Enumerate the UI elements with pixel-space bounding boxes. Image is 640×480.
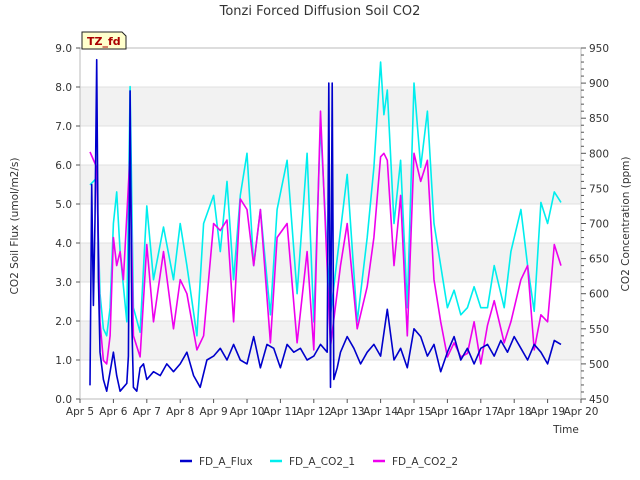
legend-label: FD_A_Flux	[199, 456, 253, 468]
y-right-tick-label: 700	[589, 219, 609, 231]
x-tick-label: Apr 13	[330, 406, 365, 418]
series-line-fd-a-flux	[89, 58, 562, 393]
x-tick-label: Apr 5	[66, 406, 94, 418]
tz-badge: TZ_fd	[81, 31, 127, 50]
y-right-tick-label: 900	[589, 78, 609, 90]
legend-label: FD_A_CO2_1	[289, 456, 355, 468]
x-tick-label: Apr 11	[263, 406, 298, 418]
y-left-tick-label: 8.0	[55, 82, 72, 94]
x-tick-label: Apr 12	[296, 406, 331, 418]
x-tick-label: Apr 19	[530, 406, 565, 418]
y-left-tick-label: 3.0	[55, 277, 72, 289]
x-tick-label: Apr 16	[430, 406, 465, 418]
y-right-tick-label: 600	[589, 289, 609, 301]
y-right-tick-label: 500	[589, 359, 609, 371]
x-tick-label: Apr 17	[463, 406, 498, 418]
x-tick-label: Apr 18	[497, 406, 532, 418]
x-tick-label: Apr 6	[99, 406, 128, 418]
y-axis-right: 450 500 550 600 650 700 750 800 850 900 950	[581, 43, 609, 406]
tz-badge-label: TZ_fd	[87, 35, 121, 48]
y-left-tick-label: 2.0	[55, 316, 72, 328]
series-line-fd-a-co2-2	[89, 110, 562, 365]
legend-label: FD_A_CO2_2	[392, 456, 458, 468]
y-left-tick-label: 5.0	[55, 199, 72, 211]
y-right-tick-label: 800	[589, 148, 609, 160]
x-tick-label: Apr 15	[397, 406, 432, 418]
x-axis-label: Time	[552, 424, 579, 436]
y-right-tick-label: 450	[589, 394, 609, 406]
y-axis-left: 0.0 1.0 2.0 3.0 4.0 5.0 6.0 7.0 8.0 9.0	[55, 43, 80, 406]
y-left-tick-label: 1.0	[55, 355, 72, 367]
band	[80, 165, 581, 204]
y-right-tick-label: 950	[589, 43, 609, 55]
y-right-tick-label: 650	[589, 254, 609, 266]
legend: FD_A_Flux FD_A_CO2_1 FD_A_CO2_2	[180, 456, 458, 468]
x-tick-label: Apr 14	[363, 406, 398, 418]
y-left-tick-label: 7.0	[55, 121, 72, 133]
chart-title: Tonzi Forced Diffusion Soil CO2	[219, 4, 421, 19]
band	[80, 87, 581, 126]
x-tick-label: Apr 8	[166, 406, 194, 418]
y-right-tick-label: 850	[589, 113, 609, 125]
y-left-tick-label: 9.0	[55, 43, 72, 55]
y-right-tick-label: 750	[589, 183, 609, 195]
x-tick-label: Apr 10	[230, 406, 265, 418]
y-left-tick-label: 6.0	[55, 160, 72, 172]
x-tick-label: Apr 20	[564, 406, 599, 418]
plot-clip-group	[89, 58, 562, 393]
y-axis-right-label: CO2 Concentration (ppm)	[620, 157, 632, 292]
x-tick-label: Apr 7	[133, 406, 161, 418]
y-left-tick-label: 0.0	[55, 394, 72, 406]
y-right-tick-label: 550	[589, 324, 609, 336]
y-axis-left-label: CO2 Soil Flux (umol/m2/s)	[9, 158, 21, 295]
x-tick-label: Apr 9	[200, 406, 228, 418]
y-left-tick-label: 4.0	[55, 238, 72, 250]
